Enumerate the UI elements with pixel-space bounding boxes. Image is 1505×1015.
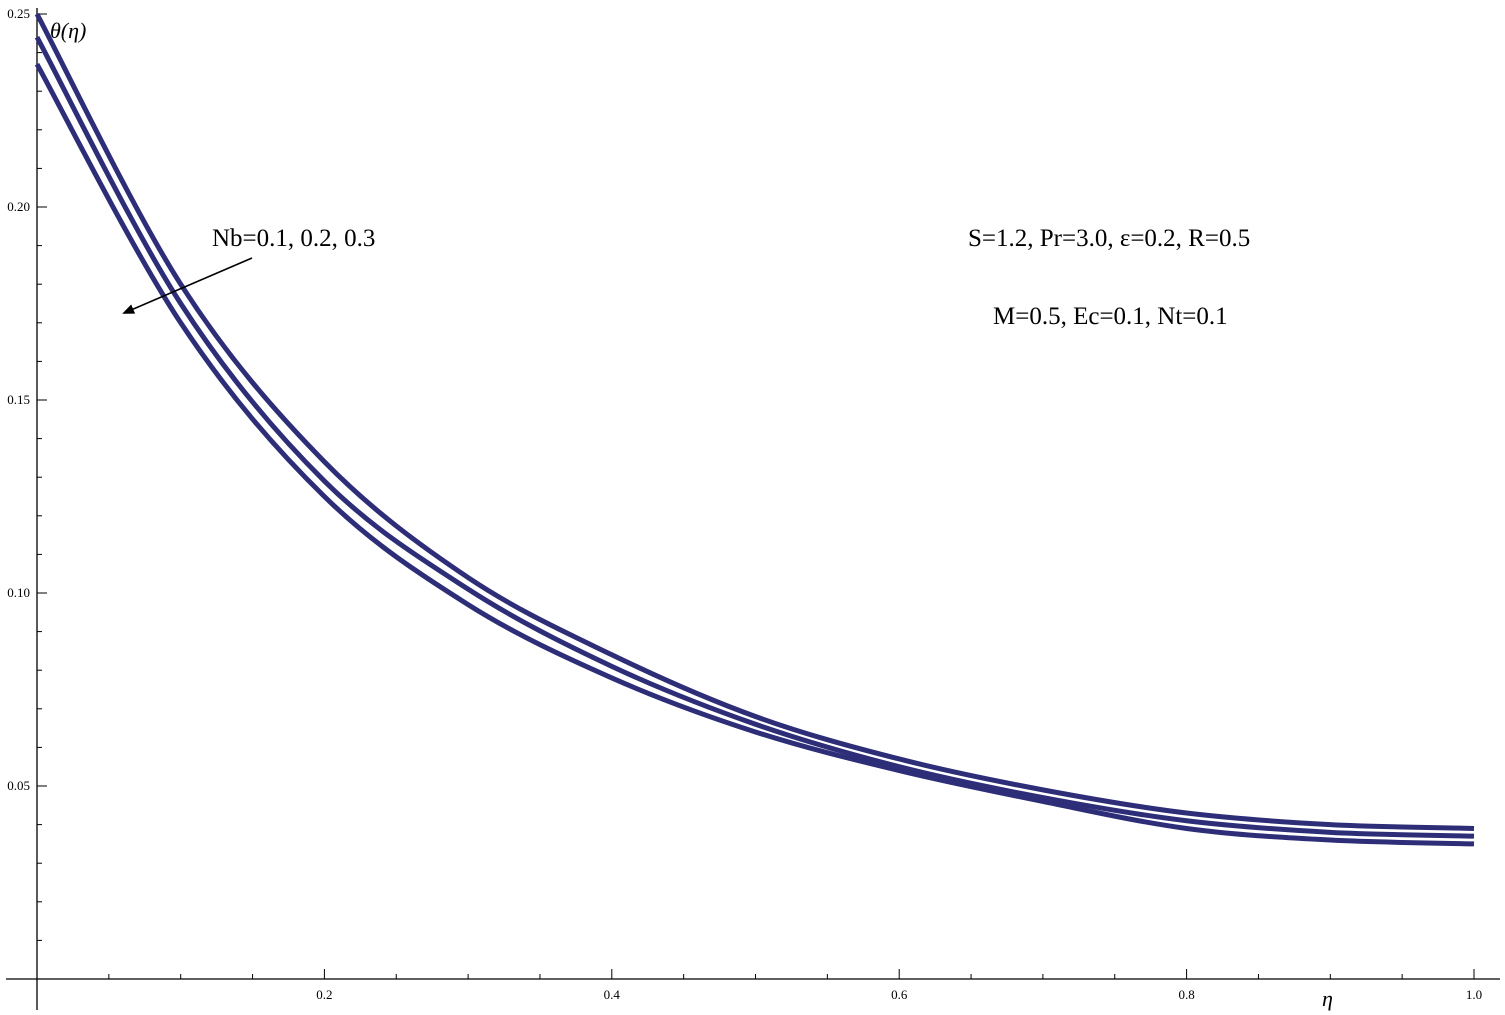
y-tick-label: 0.25 — [7, 6, 30, 21]
params-line-1: S=1.2, Pr=3.0, ε=0.2, R=0.5 — [968, 225, 1250, 252]
y-tick-label: 0.05 — [7, 778, 30, 793]
axes — [6, 8, 1500, 1010]
x-tick-label: 0.8 — [1178, 987, 1194, 1002]
x-tick-label: 0.6 — [891, 987, 908, 1002]
x-tick-label: 1.0 — [1466, 987, 1482, 1002]
y-tick-label: 0.20 — [7, 199, 30, 214]
nb-arrow — [122, 257, 253, 314]
series-group — [34, 12, 1475, 847]
x-tick-label: 0.4 — [604, 987, 621, 1002]
ticks — [37, 13, 1475, 979]
series-line-3 — [34, 62, 1475, 847]
series-line-2 — [34, 35, 1475, 839]
y-axis-label: θ(η) — [50, 18, 86, 43]
x-axis-label: η — [1322, 986, 1333, 1011]
nb-arrow-label: Nb=0.1, 0.2, 0.3 — [212, 225, 375, 252]
y-tick-label: 0.15 — [7, 392, 30, 407]
params-line-2: M=0.5, Ec=0.1, Nt=0.1 — [993, 303, 1228, 330]
series-line-1 — [34, 12, 1475, 831]
y-tick-label: 0.10 — [7, 585, 30, 600]
tick-labels: 0.2 0.4 0.6 0.8 1.0 0.05 0.10 0.15 0.20 0.25 — [7, 6, 1482, 1002]
x-tick-label: 0.2 — [316, 987, 332, 1002]
